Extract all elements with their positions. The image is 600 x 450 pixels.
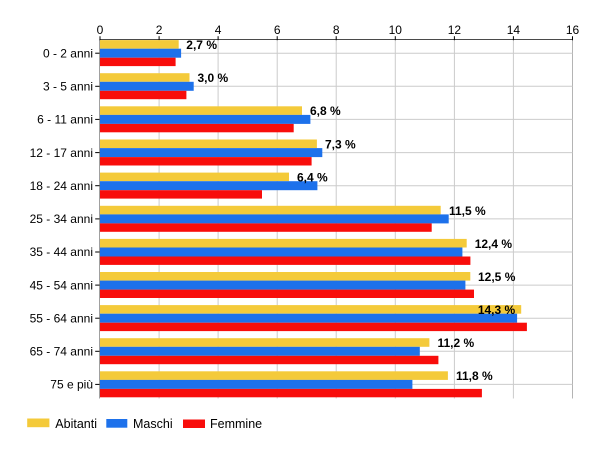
svg-text:2: 2 — [156, 23, 163, 37]
svg-text:11,5 %: 11,5 % — [449, 204, 486, 218]
svg-text:Abitanti: Abitanti — [55, 417, 97, 431]
svg-text:11,8 %: 11,8 % — [456, 369, 493, 383]
svg-text:8: 8 — [333, 23, 340, 37]
svg-text:65 - 74 anni: 65 - 74 anni — [30, 345, 93, 359]
svg-text:3,0 %: 3,0 % — [198, 71, 229, 85]
svg-text:11,2 %: 11,2 % — [438, 336, 475, 350]
svg-text:7,3 %: 7,3 % — [325, 137, 356, 151]
svg-text:45 - 54 anni: 45 - 54 anni — [30, 278, 93, 292]
svg-text:18 - 24 anni: 18 - 24 anni — [30, 179, 93, 193]
svg-text:2,7 %: 2,7 % — [186, 38, 217, 52]
svg-text:6,4 %: 6,4 % — [297, 171, 328, 185]
svg-text:12: 12 — [448, 23, 462, 37]
svg-text:10: 10 — [389, 23, 403, 37]
svg-text:55 - 64 anni: 55 - 64 anni — [30, 311, 93, 325]
svg-text:75 e più: 75 e più — [50, 378, 93, 392]
svg-text:Maschi: Maschi — [133, 417, 173, 431]
svg-text:35 - 44 anni: 35 - 44 anni — [30, 245, 93, 259]
svg-text:6: 6 — [274, 23, 281, 37]
svg-text:3 - 5 anni: 3 - 5 anni — [43, 80, 93, 94]
svg-text:16: 16 — [566, 23, 580, 37]
svg-text:14,3 %: 14,3 % — [478, 303, 516, 317]
svg-text:6,8 %: 6,8 % — [310, 104, 341, 118]
svg-text:12 - 17 anni: 12 - 17 anni — [30, 146, 93, 160]
svg-text:14: 14 — [507, 23, 521, 37]
svg-text:4: 4 — [215, 23, 222, 37]
svg-text:12,4 %: 12,4 % — [475, 237, 513, 251]
svg-text:Femmine: Femmine — [210, 417, 262, 431]
svg-text:12,5 %: 12,5 % — [478, 270, 516, 284]
svg-text:25 - 34 anni: 25 - 34 anni — [30, 212, 93, 226]
svg-text:0: 0 — [97, 23, 104, 37]
svg-text:0 - 2 anni: 0 - 2 anni — [43, 46, 93, 60]
svg-text:6 - 11 anni: 6 - 11 anni — [37, 113, 93, 127]
